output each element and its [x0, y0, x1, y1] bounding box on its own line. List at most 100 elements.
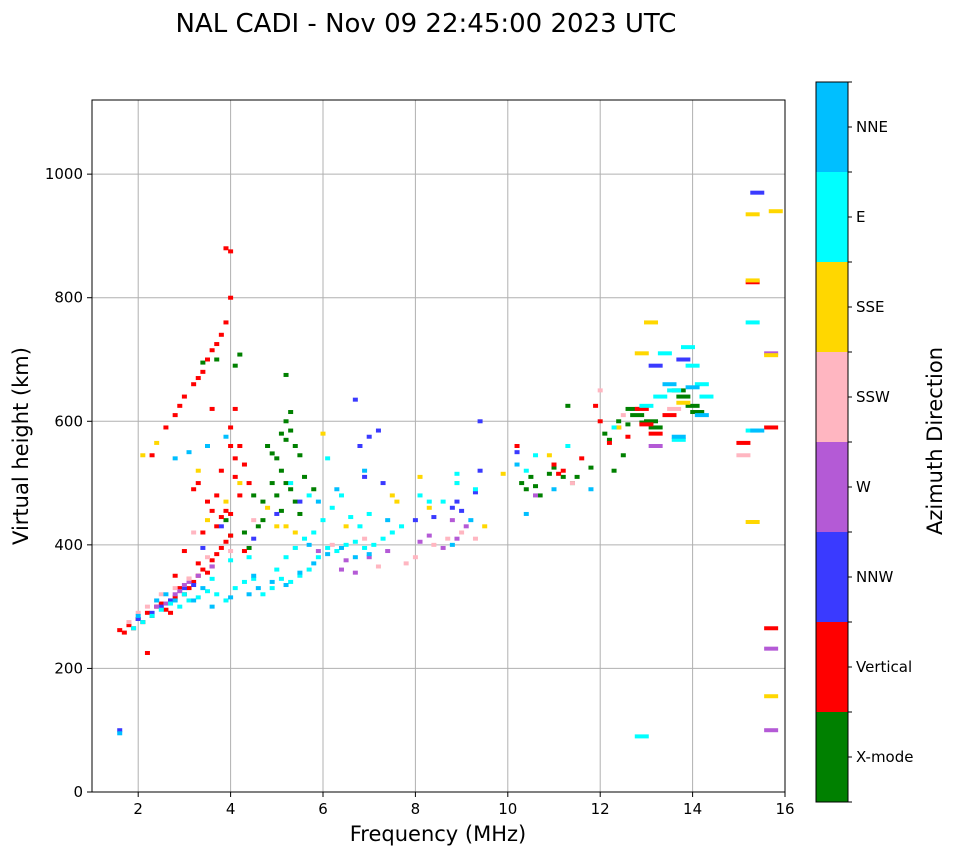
data-point	[149, 610, 155, 615]
data-point	[292, 530, 298, 535]
data-point	[551, 465, 557, 470]
data-point	[186, 576, 192, 581]
data-point	[260, 518, 266, 523]
data-point	[214, 357, 220, 362]
data-point	[311, 530, 317, 535]
data-point	[671, 434, 686, 439]
data-point	[158, 607, 164, 612]
y-tick-label: 0	[73, 783, 83, 801]
data-point	[209, 406, 215, 411]
data-point	[459, 508, 465, 513]
data-point	[121, 630, 127, 635]
data-point	[454, 471, 460, 476]
data-point	[523, 487, 529, 492]
data-point	[195, 561, 201, 566]
data-point	[158, 592, 164, 597]
data-point	[278, 468, 284, 473]
data-point	[676, 394, 691, 399]
data-point	[288, 481, 294, 486]
data-point	[237, 481, 243, 486]
data-point	[334, 549, 340, 554]
data-point	[223, 508, 229, 513]
data-point	[315, 549, 321, 554]
data-point	[579, 456, 585, 461]
data-point	[546, 471, 552, 476]
colorbar-label: Azimuth Direction	[923, 347, 947, 535]
data-point	[288, 487, 294, 492]
data-point	[417, 493, 423, 498]
data-point	[241, 530, 247, 535]
data-point	[154, 604, 160, 609]
data-point	[205, 499, 210, 504]
colorbar: X-mode Vertical NNW W SSW SSE E NNE	[815, 81, 913, 803]
data-point	[371, 542, 377, 547]
data-point	[200, 545, 206, 550]
data-point	[191, 579, 197, 584]
data-point	[634, 406, 649, 411]
data-point	[417, 474, 423, 479]
data-point	[269, 586, 275, 591]
data-point	[274, 456, 280, 461]
data-point	[205, 570, 210, 575]
colorbar-frame	[815, 81, 849, 803]
data-point	[232, 363, 238, 368]
data-point	[205, 555, 210, 560]
data-point	[283, 524, 289, 529]
data-point	[228, 549, 234, 554]
data-point	[403, 561, 409, 566]
data-point	[412, 518, 418, 523]
data-point	[625, 422, 631, 427]
data-point	[551, 462, 557, 467]
data-point	[352, 397, 358, 402]
data-point	[255, 586, 261, 591]
data-point	[366, 555, 372, 560]
data-point	[338, 567, 344, 572]
data-point	[140, 620, 146, 625]
data-point	[426, 533, 432, 538]
data-point	[186, 586, 192, 591]
data-point	[431, 515, 437, 520]
grid-lines	[92, 100, 786, 793]
data-point	[117, 731, 123, 736]
data-point	[214, 552, 220, 557]
data-point	[181, 549, 187, 554]
data-point	[246, 545, 252, 550]
data-point	[228, 249, 234, 254]
data-point	[205, 589, 210, 594]
data-point	[306, 567, 312, 572]
data-point	[389, 493, 395, 498]
data-point	[593, 403, 599, 408]
data-point	[477, 468, 483, 473]
colorbar-tick-label: SSE	[856, 298, 885, 316]
data-point	[560, 474, 566, 479]
data-point	[223, 518, 229, 523]
data-point	[195, 468, 201, 473]
data-point	[597, 388, 603, 393]
data-point	[186, 598, 192, 603]
series-sse	[140, 209, 783, 699]
x-tick-label: 8	[411, 800, 421, 818]
data-point	[472, 490, 478, 495]
colorbar-segment	[816, 442, 848, 532]
data-point	[768, 209, 783, 214]
data-point	[648, 431, 663, 436]
y-axis-ticks: 0 200 400 600 800 1000	[45, 165, 92, 801]
data-point	[214, 524, 220, 529]
data-point	[315, 555, 321, 560]
data-point	[283, 481, 289, 486]
data-point	[745, 519, 760, 524]
data-point	[200, 586, 206, 591]
data-point	[560, 468, 566, 473]
data-point	[764, 425, 779, 430]
data-point	[297, 573, 303, 578]
data-point	[639, 403, 654, 408]
data-point	[269, 481, 275, 486]
data-point	[168, 601, 174, 606]
data-point	[394, 499, 400, 504]
data-point	[214, 342, 220, 347]
data-point	[676, 357, 691, 362]
data-point	[417, 539, 423, 544]
data-point	[764, 626, 779, 631]
data-point	[574, 474, 580, 479]
data-point	[205, 357, 210, 362]
